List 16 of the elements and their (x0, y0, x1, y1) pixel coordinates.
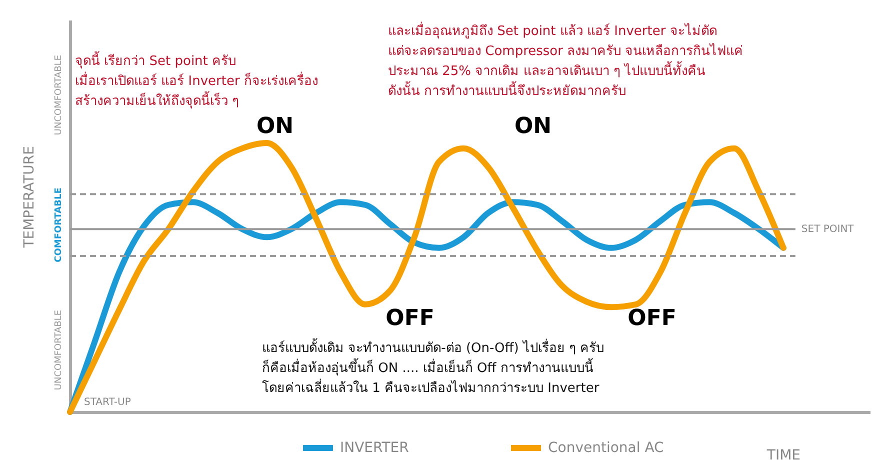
legend-label: INVERTER (340, 440, 410, 456)
text: UNCOMFORTABLE (54, 54, 64, 136)
annotation: OFF (628, 306, 676, 331)
annotation: OFF (386, 306, 434, 331)
text: UNCOMFORTABLE (54, 310, 64, 390)
legend-label: Conventional AC (548, 440, 664, 456)
x-axis-title: TIME (766, 448, 800, 464)
text: และเมื่ออุณหภูมิถึง Set point แล้ว แอร์ Inverter จะไม่ตัด แต่จะลดรอบของ Compressor ลงมาครับ จนเหลือการกินไฟแค่ ประมาณ 25% จากเดิม และอาจเดินเบา ๆ ไปแบบนี้ทั้งคืน ดังนั้น การทำงานแบบนี้จึงประหยัดมากครับ (388, 22, 744, 99)
text: ON (256, 114, 294, 139)
text: COMFORTABLE (54, 188, 64, 262)
text: ON (514, 114, 552, 139)
y-axis-title: TEMPERATURE (22, 146, 38, 249)
annotation: START-UP (84, 397, 131, 408)
text: จุดนี้ เรียกว่า Set point ครับ เมื่อเราเปิดแอร์ แอร์ Inverter ก็จะเร่งเครื่อง สร้างความเย็นให้ถึงจุดนี้เร็ว ๆ (75, 51, 318, 109)
annotation: แอร์แบบดั้งเดิม จะทำงานแบบตัด-ต่อ (On-Off) ไปเรื่อย ๆ ครับ ก็คือเมื่อห้องอุ่นขึ้นก็ ON .... เมื่อเย็นก็ Off การทำงานแบบนี้ โดยค่าเฉลี่ยแล้วใน 1 คืนจะเปลืองไฟมากกว่าระบบ Inverter (262, 338, 604, 396)
ref-line-label: SET POINT (801, 224, 855, 236)
